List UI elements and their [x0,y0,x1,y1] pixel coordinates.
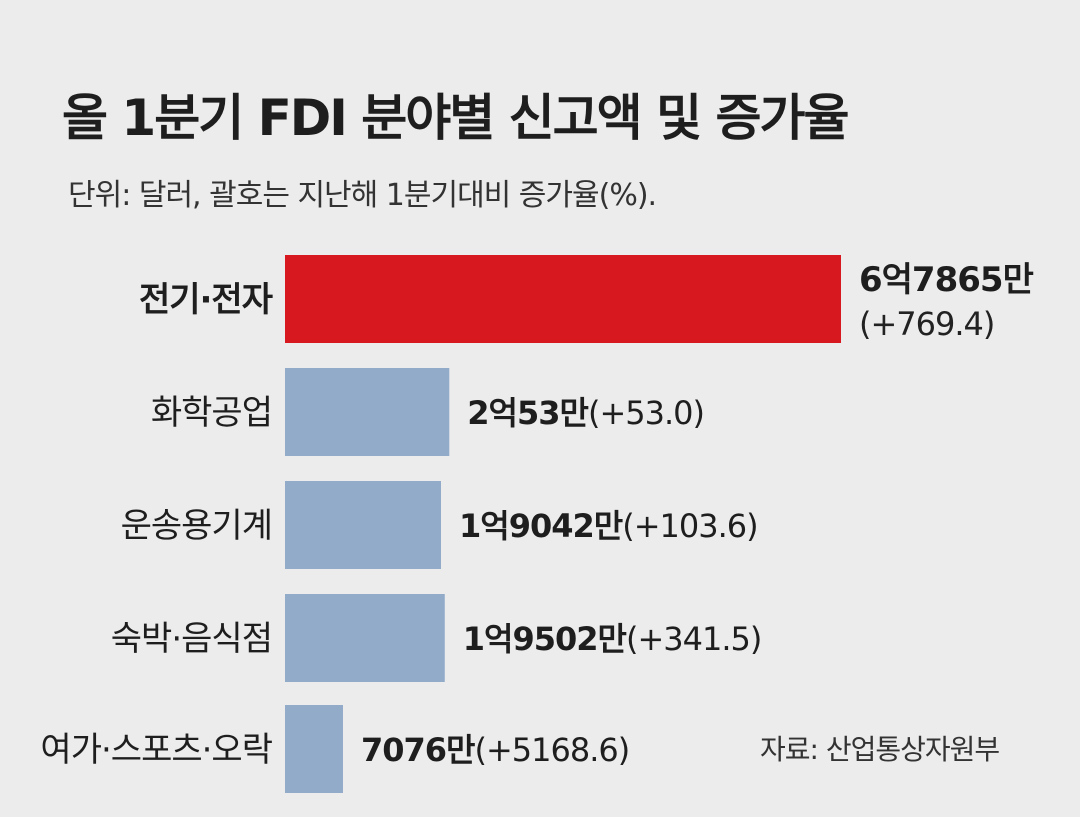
value-label: 6억7865만 [859,260,1034,300]
value-amount: 7076만 [361,731,475,769]
category-label: 전기·전자 [139,280,273,320]
chart-subtitle: 단위: 달러, 괄호는 지난해 1분기대비 증가율(%). [68,178,657,213]
category-label: 숙박·음식점 [111,619,272,659]
bar [285,594,445,682]
value-label: 1억9502만(+341.5) [463,620,762,658]
growth-label: (+5168.6) [474,731,629,769]
chart-title: 올 1분기 FDI 분야별 신고액 및 증가율 [62,89,849,147]
value-amount: 1억9042만 [459,507,623,545]
bar [285,481,442,569]
source-note: 자료: 산업통상자원부 [760,733,1000,766]
growth-label: (+769.4) [859,305,994,343]
value-label: 1억9042만(+103.6) [459,507,758,545]
value-amount: 2억53만 [467,394,588,432]
growth-label: (+103.6) [622,507,757,545]
value-amount: 1억9502만 [463,620,627,658]
value-label: 7076만(+5168.6) [361,731,629,769]
category-label: 화학공업 [151,393,272,433]
bar [285,368,450,456]
category-label: 여가·스포츠·오락 [40,730,272,770]
bar-highlight [285,255,841,343]
bar [285,705,343,793]
category-label: 운송용기계 [121,506,272,546]
growth-label: (+341.5) [626,620,761,658]
growth-label: (+53.0) [588,394,704,432]
value-label: 2억53만(+53.0) [467,394,704,432]
